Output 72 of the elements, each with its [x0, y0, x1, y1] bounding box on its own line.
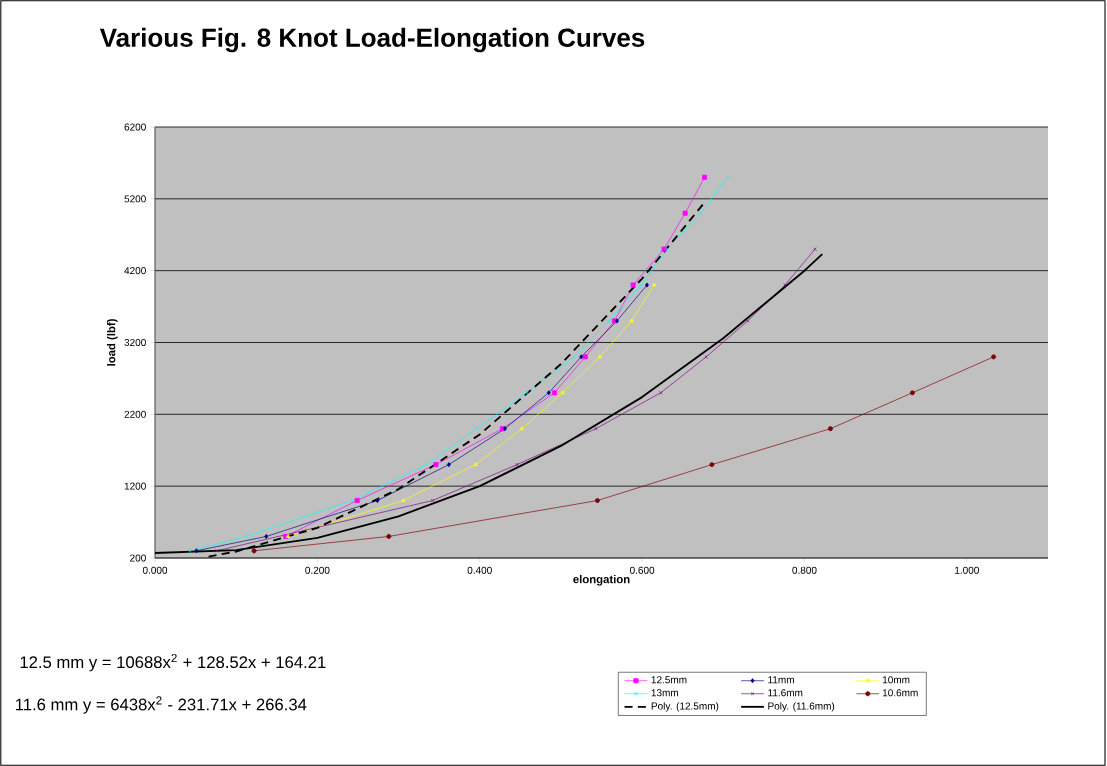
point — [652, 282, 657, 287]
point — [350, 498, 355, 503]
y-tick-label: 2200 — [124, 410, 146, 418]
point — [560, 390, 565, 395]
point — [582, 354, 588, 360]
point — [354, 498, 360, 503]
legend-label: 10.6mm — [882, 689, 918, 697]
point — [515, 462, 519, 467]
point — [630, 282, 636, 288]
point — [991, 354, 997, 360]
point — [702, 174, 708, 180]
point — [665, 247, 670, 251]
chart-title: Various Fig. 8 Knot Load-Elongation Curves — [99, 27, 645, 53]
point — [430, 498, 435, 503]
point — [446, 462, 451, 468]
point — [401, 498, 406, 502]
x-tick-label: 0.200 — [305, 566, 330, 574]
point — [629, 318, 634, 323]
y-tick-label: 5200 — [124, 195, 146, 203]
legend-label: 11mm — [768, 676, 794, 684]
point — [425, 462, 429, 467]
point — [639, 283, 644, 287]
point — [524, 390, 529, 395]
point — [251, 548, 257, 554]
legend-label: 13mm — [651, 689, 679, 697]
point — [698, 211, 703, 216]
point — [909, 390, 915, 396]
point — [593, 426, 598, 431]
point — [597, 354, 603, 359]
x-axis-title: elongation — [573, 574, 630, 586]
point — [606, 319, 611, 323]
point — [546, 390, 551, 396]
point — [375, 498, 380, 503]
text: 11.6 mm y = 6438x$^{2}$ - 231.71x + 266.34 — [15, 696, 307, 714]
y-tick-label: 1200 — [124, 482, 146, 490]
text: 12.5 mm y = 10688x$^{2}$ + 128.52x + 164.21 — [20, 653, 326, 672]
y-axis-title: load (lbf) — [106, 319, 118, 366]
legend-label: Poly. (11.6mm) — [768, 702, 835, 712]
x-tick-label: 0.000 — [142, 566, 168, 574]
point — [704, 355, 709, 359]
legend-label: 10mm — [882, 676, 910, 684]
legend-label: 12.5mm — [651, 676, 687, 684]
y-tick-label: 3200 — [124, 338, 146, 347]
point — [386, 533, 392, 539]
point — [783, 283, 787, 287]
point — [661, 246, 667, 252]
y-tick-label: 4200 — [124, 267, 146, 275]
point — [594, 498, 600, 503]
point — [264, 533, 269, 539]
point — [433, 462, 439, 468]
x-tick-label: 1.000 — [955, 566, 979, 574]
point — [194, 548, 199, 554]
point — [474, 426, 479, 431]
point — [709, 462, 715, 468]
y-tick-label: 6200 — [124, 123, 146, 131]
y-tick-label: 200 — [130, 554, 146, 562]
point — [551, 390, 557, 396]
point — [244, 534, 249, 539]
point — [645, 282, 649, 288]
legend-label: 11.6mm — [768, 689, 803, 697]
point — [519, 426, 525, 431]
legend-label: Poly. (12.5mm) — [651, 702, 719, 712]
point — [658, 390, 663, 395]
point — [827, 426, 833, 432]
point — [682, 210, 688, 216]
point — [572, 355, 576, 359]
x-tick-label: 0.800 — [792, 566, 817, 574]
point — [579, 354, 584, 360]
point — [745, 319, 750, 323]
point — [473, 462, 478, 467]
x-tick-label: 0.600 — [629, 566, 655, 574]
x-tick-label: 0.400 — [467, 566, 492, 574]
